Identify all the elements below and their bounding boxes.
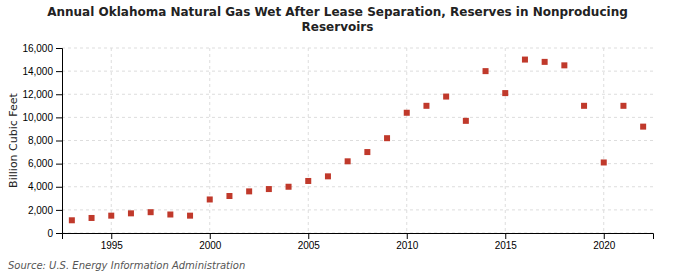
x-tick-mark: [407, 233, 408, 239]
x-tick-label: 1995: [101, 240, 124, 251]
x-tick-mark: [604, 233, 605, 239]
grid: [62, 48, 653, 233]
point: [246, 188, 252, 194]
point: [69, 217, 75, 223]
y-tick-label: 8,000: [28, 135, 53, 146]
grid-line-y: [62, 117, 653, 118]
y-tick-mark: [56, 117, 62, 118]
x-tick: 2015: [495, 233, 518, 251]
x-tick: 2005: [298, 233, 321, 251]
y-tick: 6,000: [28, 158, 62, 169]
point: [404, 110, 410, 116]
y-tick-label: 10,000: [22, 112, 53, 123]
point: [640, 124, 646, 130]
x-tick-label: 2015: [495, 240, 518, 251]
x-tick-label: 2005: [298, 240, 321, 251]
grid-line-y: [62, 48, 653, 49]
title-line: Annual Oklahoma Natural Gas Wet After Le…: [47, 5, 628, 19]
x-tick-mark: [308, 233, 309, 239]
y-tick-mark: [56, 187, 62, 188]
y-tick: 4,000: [28, 181, 62, 192]
point: [207, 196, 213, 202]
y-tick-mark: [56, 71, 62, 72]
point: [266, 186, 272, 192]
y-tick-label: 14,000: [22, 66, 53, 77]
x-tick: 2010: [396, 233, 419, 251]
y-tick: 14,000: [22, 66, 62, 77]
point: [522, 57, 528, 63]
point: [128, 210, 134, 216]
y-tick: 8,000: [28, 135, 62, 146]
point: [108, 213, 114, 219]
grid-line-y: [62, 71, 653, 72]
x-tick-label: 2020: [593, 240, 616, 251]
grid-line-y: [62, 140, 653, 141]
point: [345, 158, 351, 164]
y-tick-mark: [56, 141, 62, 142]
x-tick-mark: [210, 233, 211, 239]
point: [620, 103, 626, 109]
y-tick: 10,000: [22, 112, 62, 123]
point: [601, 159, 607, 165]
point: [187, 213, 193, 219]
y-tick-label: 12,000: [22, 89, 53, 100]
y-tick: 2,000: [28, 205, 62, 216]
point: [148, 209, 154, 215]
y-tick-mark: [56, 210, 62, 211]
point: [89, 215, 95, 221]
y-tick-label: 0: [47, 228, 53, 239]
point: [305, 178, 311, 184]
point: [561, 62, 567, 68]
y-tick-mark: [56, 233, 62, 234]
x-tick: 1995: [101, 233, 124, 251]
point: [325, 173, 331, 179]
x-tick: 2000: [199, 233, 222, 251]
point: [384, 135, 390, 141]
point: [167, 212, 173, 218]
y-axis: 0 2,000 4,000 6,000 8,000 10,000 12,000 14,000 1…: [22, 43, 62, 239]
y-axis-title: Billion Cubic Feet: [7, 92, 20, 187]
y-tick: 0: [47, 228, 62, 239]
x-axis-line: [63, 234, 654, 240]
x-axis: 1995 2000 2005 2010 2015 2020: [63, 233, 654, 251]
y-tick-label: 4,000: [28, 181, 53, 192]
y-tick-mark: [56, 48, 62, 49]
x-tick-mark: [505, 233, 506, 239]
y-tick-mark: [56, 94, 62, 95]
x-tick-mark: [111, 233, 112, 239]
grid-line-x: [209, 48, 210, 233]
point: [502, 90, 508, 96]
point: [443, 94, 449, 100]
y-tick: 16,000: [22, 43, 62, 54]
source: Source: U.S. Energy Information Administ…: [8, 260, 245, 271]
point: [463, 118, 469, 124]
grid-line-x: [505, 48, 506, 233]
point: [226, 193, 232, 199]
y-tick-label: 2,000: [28, 205, 53, 216]
y-tick-label: 6,000: [28, 158, 53, 169]
point: [364, 149, 370, 155]
point: [483, 68, 489, 74]
y-axis-line: [56, 49, 63, 234]
x-tick-label: 2000: [199, 240, 222, 251]
points: [69, 57, 646, 224]
y-tick-label: 16,000: [22, 43, 53, 54]
chart: 1995 2000 2005 2010 2015 2020 0 2,000 4,000 6,000…: [0, 0, 675, 275]
y-tick: 12,000: [22, 89, 62, 100]
point: [286, 184, 292, 190]
y-tick-mark: [56, 164, 62, 165]
grid-line-y: [62, 94, 653, 95]
plot: 1995 2000 2005 2010 2015 2020 0 2,000 4,000 6,000…: [22, 43, 653, 251]
point: [581, 103, 587, 109]
point: [423, 103, 429, 109]
x-tick: 2020: [593, 233, 616, 251]
x-tick-label: 2010: [396, 240, 419, 251]
grid-line-y: [62, 186, 653, 187]
grid-line-y: [62, 163, 653, 164]
title: Annual Oklahoma Natural Gas Wet After Le…: [47, 5, 628, 34]
point: [542, 59, 548, 65]
title-line: Reservoirs: [302, 20, 374, 34]
